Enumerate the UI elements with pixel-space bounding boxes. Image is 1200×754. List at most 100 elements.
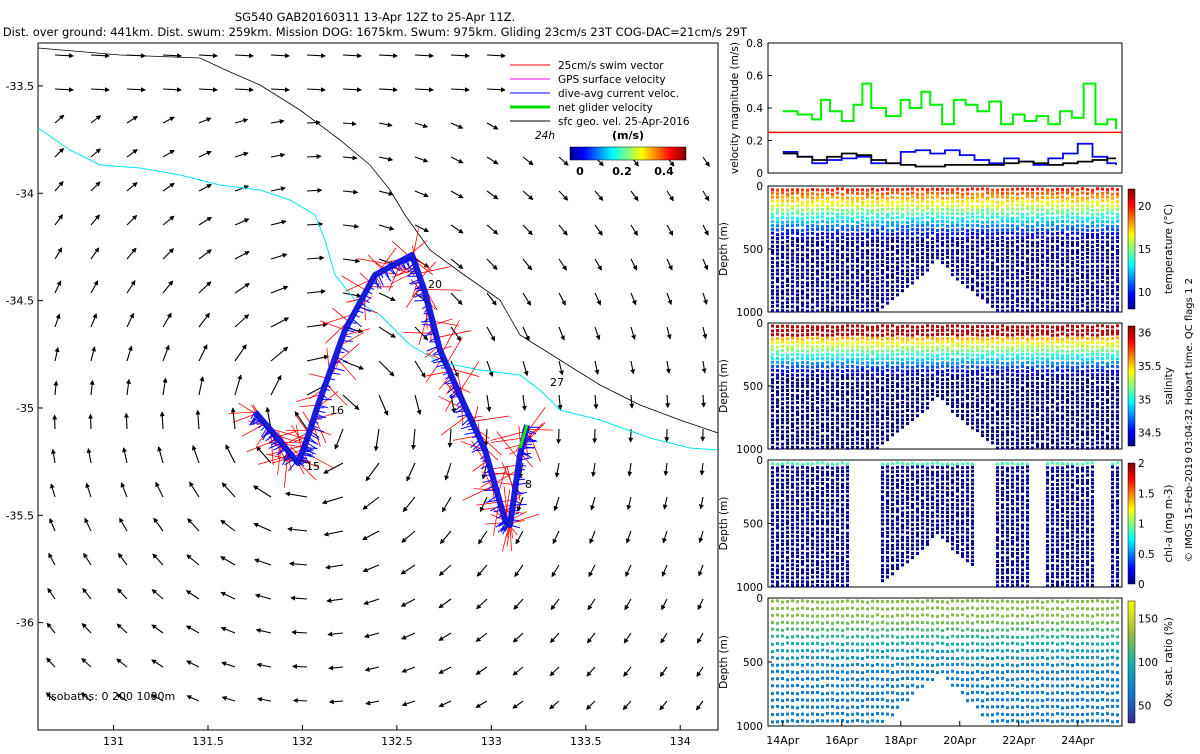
- section-sample: [901, 401, 904, 404]
- section-sample: [1051, 200, 1054, 203]
- section-sample: [1086, 252, 1089, 255]
- section-sample: [1036, 333, 1039, 336]
- section-sample: [1076, 330, 1079, 333]
- section-sample: [796, 277, 799, 280]
- section-sample: [1016, 333, 1019, 336]
- section-sample: [1116, 245, 1119, 248]
- section-sample: [891, 200, 894, 203]
- section-sample: [1111, 193, 1114, 196]
- velocity-ylabel: velocity magnitude (m/s): [729, 42, 741, 174]
- section-sample: [976, 394, 979, 397]
- section-sample: [986, 369, 989, 372]
- section-sample: [811, 341, 814, 344]
- section-sample: [981, 345, 984, 348]
- section-sample: [1046, 203, 1049, 206]
- section-sample: [826, 361, 829, 364]
- section-sample: [871, 212, 874, 215]
- section-sample: [1046, 406, 1049, 409]
- section-sample: [1061, 277, 1064, 280]
- section-sample: [891, 398, 894, 401]
- section-sample: [921, 213, 924, 216]
- section-sample: [1096, 244, 1099, 247]
- section-sample: [871, 191, 874, 194]
- section-sample: [1071, 382, 1074, 385]
- section-sample: [1026, 220, 1029, 223]
- section-sample: [996, 216, 999, 219]
- section-sample: [836, 200, 839, 203]
- section-sample: [1096, 386, 1099, 389]
- section-sample: [1076, 422, 1079, 425]
- section-sample: [1001, 390, 1004, 393]
- section-sample: [1096, 233, 1099, 236]
- section-sample: [1111, 410, 1114, 413]
- section-sample: [1061, 390, 1064, 393]
- section-sample: [1091, 333, 1094, 336]
- section-sample: [1006, 328, 1009, 331]
- section-sample: [1001, 370, 1004, 373]
- section-sample: [791, 442, 794, 445]
- section-sample: [906, 422, 909, 425]
- section-sample: [1036, 377, 1039, 380]
- section-sample: [881, 297, 884, 300]
- section-sample: [911, 217, 914, 220]
- section-sample: [841, 365, 844, 368]
- section-sample: [1101, 389, 1104, 392]
- section-sample: [1016, 309, 1019, 312]
- section-sample: [966, 285, 969, 288]
- section-sample: [1006, 232, 1009, 235]
- section-sample: [896, 414, 899, 417]
- section-sample: [841, 289, 844, 292]
- section-sample: [841, 285, 844, 288]
- section-sample: [1076, 244, 1079, 247]
- section-sample: [781, 216, 784, 219]
- section-sample: [916, 401, 919, 404]
- section-sample: [796, 204, 799, 207]
- section-sample: [776, 478, 779, 481]
- section-sample: [986, 225, 989, 228]
- section-sample: [1031, 257, 1034, 260]
- section-sample: [826, 256, 829, 259]
- section-sample: [811, 377, 814, 380]
- section-sample: [1106, 386, 1109, 389]
- section-sample: [1016, 304, 1019, 307]
- section-sample: [1106, 236, 1109, 239]
- section-sample: [826, 305, 829, 308]
- section-sample: [1076, 443, 1079, 446]
- section-sample: [866, 382, 869, 385]
- section-sample: [886, 410, 889, 413]
- section-sample: [1056, 240, 1059, 243]
- section-sample: [1086, 229, 1089, 232]
- section-sample: [786, 209, 789, 212]
- section-sample: [841, 209, 844, 212]
- section-sample: [906, 200, 909, 203]
- section-sample: [1021, 232, 1024, 235]
- section-sample: [1106, 333, 1109, 336]
- section-sample: [856, 252, 859, 255]
- section-sample: [951, 273, 954, 276]
- section-sample: [1101, 305, 1104, 308]
- section-sample: [1086, 292, 1089, 295]
- section-sample: [786, 349, 789, 352]
- section-sample: [841, 193, 844, 196]
- section-sample: [926, 188, 929, 191]
- section-sample: [891, 221, 894, 224]
- section-sample: [1116, 434, 1119, 437]
- section-sample: [1036, 221, 1039, 224]
- section-sample: [1101, 426, 1104, 429]
- section-sample: [791, 237, 794, 240]
- section-sample: [791, 200, 794, 203]
- section-sample: [841, 370, 844, 373]
- section-sample: [1106, 305, 1109, 308]
- section-sample: [916, 381, 919, 384]
- section-sample: [1041, 390, 1044, 393]
- section-sample: [801, 438, 804, 441]
- section-sample: [801, 361, 804, 364]
- section-sample: [786, 297, 789, 300]
- section-sample: [826, 429, 829, 432]
- section-sample: [966, 220, 969, 223]
- section-sample: [801, 390, 804, 393]
- section-sample: [936, 386, 939, 389]
- section-sample: [1001, 338, 1004, 341]
- section-sample: [901, 394, 904, 397]
- velocity-y-tick-label: 0.2: [746, 136, 763, 148]
